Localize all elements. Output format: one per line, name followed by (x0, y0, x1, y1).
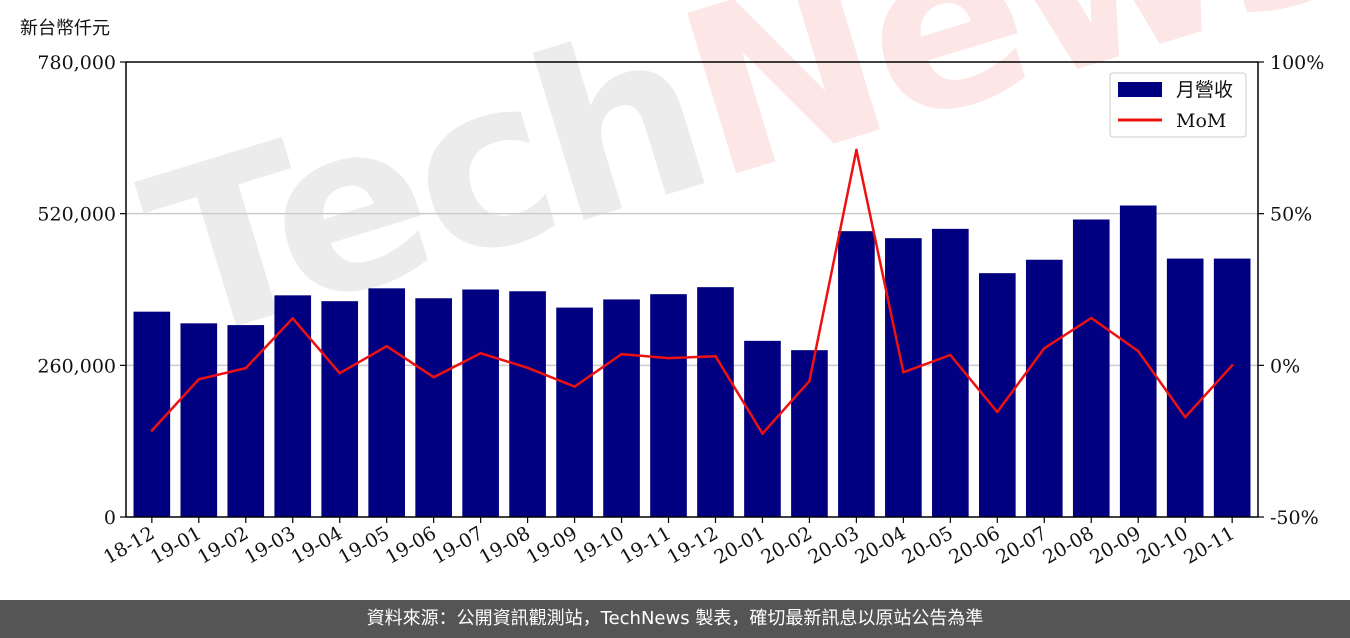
source-footer: 資料來源：公開資訊觀測站，TechNews 製表，確切最新訊息以原站公告為準 (0, 600, 1350, 638)
revenue-bar (932, 228, 969, 518)
mom-point (479, 351, 482, 355)
revenue-bar (1166, 258, 1204, 517)
x-tick-label: 20-03 (804, 522, 862, 568)
y-right-tick-label: 50% (1270, 204, 1312, 226)
legend-label-revenue: 月營收 (1176, 79, 1233, 101)
revenue-bar (180, 323, 218, 517)
revenue-bar (838, 231, 875, 517)
mom-point (1089, 316, 1093, 320)
revenue-bar (885, 238, 922, 517)
revenue-chart: 0 260,000 520,000 780,000 -50% 0% 50% 100% 18-12… (37, 52, 1324, 569)
mom-point (761, 432, 764, 435)
x-tick-label: 20-02 (757, 522, 815, 568)
y-left-tick-label: 520,000 (37, 204, 116, 226)
mom-point (244, 366, 248, 370)
x-tick-label: 19-04 (288, 522, 346, 568)
mom-point (1183, 415, 1187, 419)
revenue-bar (1072, 219, 1110, 517)
mom-point (1230, 364, 1234, 367)
revenue-bar (368, 288, 406, 517)
x-tick-label: 20-08 (1039, 522, 1097, 568)
mom-point (197, 377, 201, 381)
legend-bar-swatch (1118, 82, 1162, 97)
x-tick-label: 19-05 (335, 522, 393, 568)
mom-point (808, 379, 811, 383)
revenue-bar (556, 307, 593, 517)
x-tick-label: 20-09 (1086, 522, 1144, 568)
x-tick-label: 19-03 (241, 522, 299, 568)
x-tick-label: 20-06 (945, 522, 1003, 568)
revenue-bar (650, 294, 687, 517)
revenue-bar (744, 340, 781, 517)
y-left-tick-label: 260,000 (37, 355, 116, 377)
mom-point (996, 410, 999, 414)
mom-line (150, 148, 1234, 435)
x-tick-label: 19-11 (617, 522, 675, 568)
y-left-tick-label: 780,000 (37, 52, 116, 74)
y-right-tick-label: 0% (1270, 355, 1300, 377)
mom-point (432, 375, 435, 379)
revenue-bar (227, 325, 265, 517)
x-tick-label: 19-09 (523, 522, 581, 568)
revenue-bar (321, 301, 359, 517)
x-tick-label: 18-12 (100, 522, 158, 568)
revenue-bar (1025, 259, 1063, 517)
revenue-bar (1119, 205, 1157, 517)
x-tick-label: 19-10 (570, 522, 628, 568)
mom-point (1136, 349, 1140, 353)
x-tick-label: 19-06 (382, 522, 440, 568)
x-tick-label: 19-02 (194, 522, 252, 568)
mom-point (338, 371, 342, 375)
revenue-bar (133, 311, 171, 517)
x-tick-label: 20-05 (898, 522, 956, 568)
y-left-tick-label: 0 (104, 507, 116, 529)
mom-point (855, 148, 858, 152)
mom-point (902, 371, 905, 374)
revenue-bar (603, 299, 640, 517)
revenue-bar (509, 291, 546, 517)
y-right-tick-label: -50% (1270, 507, 1319, 529)
mom-point (385, 344, 388, 348)
x-tick-label: 19-07 (429, 522, 487, 568)
y-axis-unit-label: 新台幣仟元 (20, 18, 110, 39)
mom-point (1042, 347, 1046, 350)
x-tick-label: 19-08 (476, 522, 534, 568)
x-tick-label: 20-01 (711, 522, 769, 568)
revenue-bar (274, 295, 312, 517)
revenue-bar (415, 298, 452, 517)
mom-point (667, 356, 670, 360)
revenue-bar (1213, 258, 1251, 517)
mom-point (949, 353, 952, 357)
y-right-tick-label: 100% (1270, 52, 1324, 74)
x-tick-label: 20-11 (1180, 522, 1238, 568)
mom-point (291, 317, 295, 320)
mom-point (714, 354, 717, 358)
mom-point (150, 429, 154, 432)
x-tick-label: 20-10 (1133, 522, 1191, 568)
revenue-bar (697, 287, 734, 517)
revenue-bar (462, 289, 499, 517)
mom-point (526, 366, 529, 370)
x-tick-label: 19-01 (147, 522, 205, 568)
legend-label-mom: MoM (1176, 110, 1226, 132)
x-tick-label: 20-04 (851, 522, 909, 568)
mom-point (573, 385, 576, 388)
mom-point (620, 352, 623, 356)
x-tick-label: 19-12 (664, 522, 722, 568)
x-tick-label: 20-07 (992, 522, 1050, 568)
